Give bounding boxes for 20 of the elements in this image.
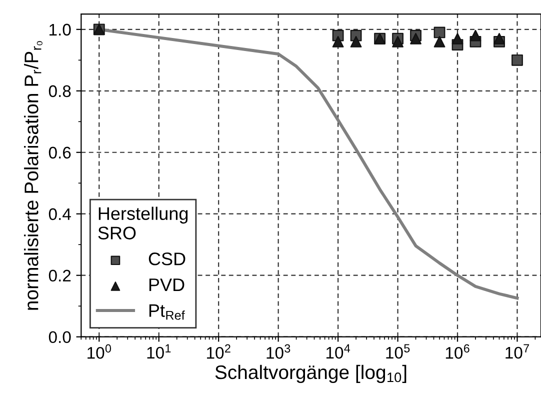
- y-tick-label: 0.0: [48, 331, 71, 344]
- legend-label: PVD: [149, 278, 184, 291]
- x-tick-label: 10$^{1}$: [147, 344, 171, 359]
- y-tick-label: 0.6: [48, 146, 71, 159]
- y-tick-label: 0.2: [48, 270, 71, 282]
- x-axis-title: Schaltvorgänge [log$_{10}$]: [215, 364, 406, 383]
- y-tick-label: 1.0: [50, 24, 71, 36]
- x-tick-label: 10$^{0}$: [88, 344, 112, 359]
- x-tick-label: 10$^{3}$: [266, 344, 290, 359]
- y-tick-label: 0.8: [48, 85, 71, 98]
- y-tick-label: 0.4: [48, 208, 71, 220]
- legend-title: Herstellung SRO: [98, 206, 188, 240]
- x-tick-label: 10$^{7}$: [506, 344, 529, 359]
- x-tick-label: 10$^{6}$: [446, 344, 470, 359]
- x-tick-label: 10$^{5}$: [386, 344, 410, 359]
- legend-label: Pt$_{Ref}$: [149, 304, 185, 320]
- y-axis-title: normalisierte Polarisation P$_{r}$/P$_{r₀}$: [24, 41, 42, 310]
- x-tick-label: 10$^{2}$: [207, 344, 230, 359]
- legend-label: CSD: [148, 252, 186, 266]
- x-tick-label: 10$^{4}$: [326, 344, 350, 359]
